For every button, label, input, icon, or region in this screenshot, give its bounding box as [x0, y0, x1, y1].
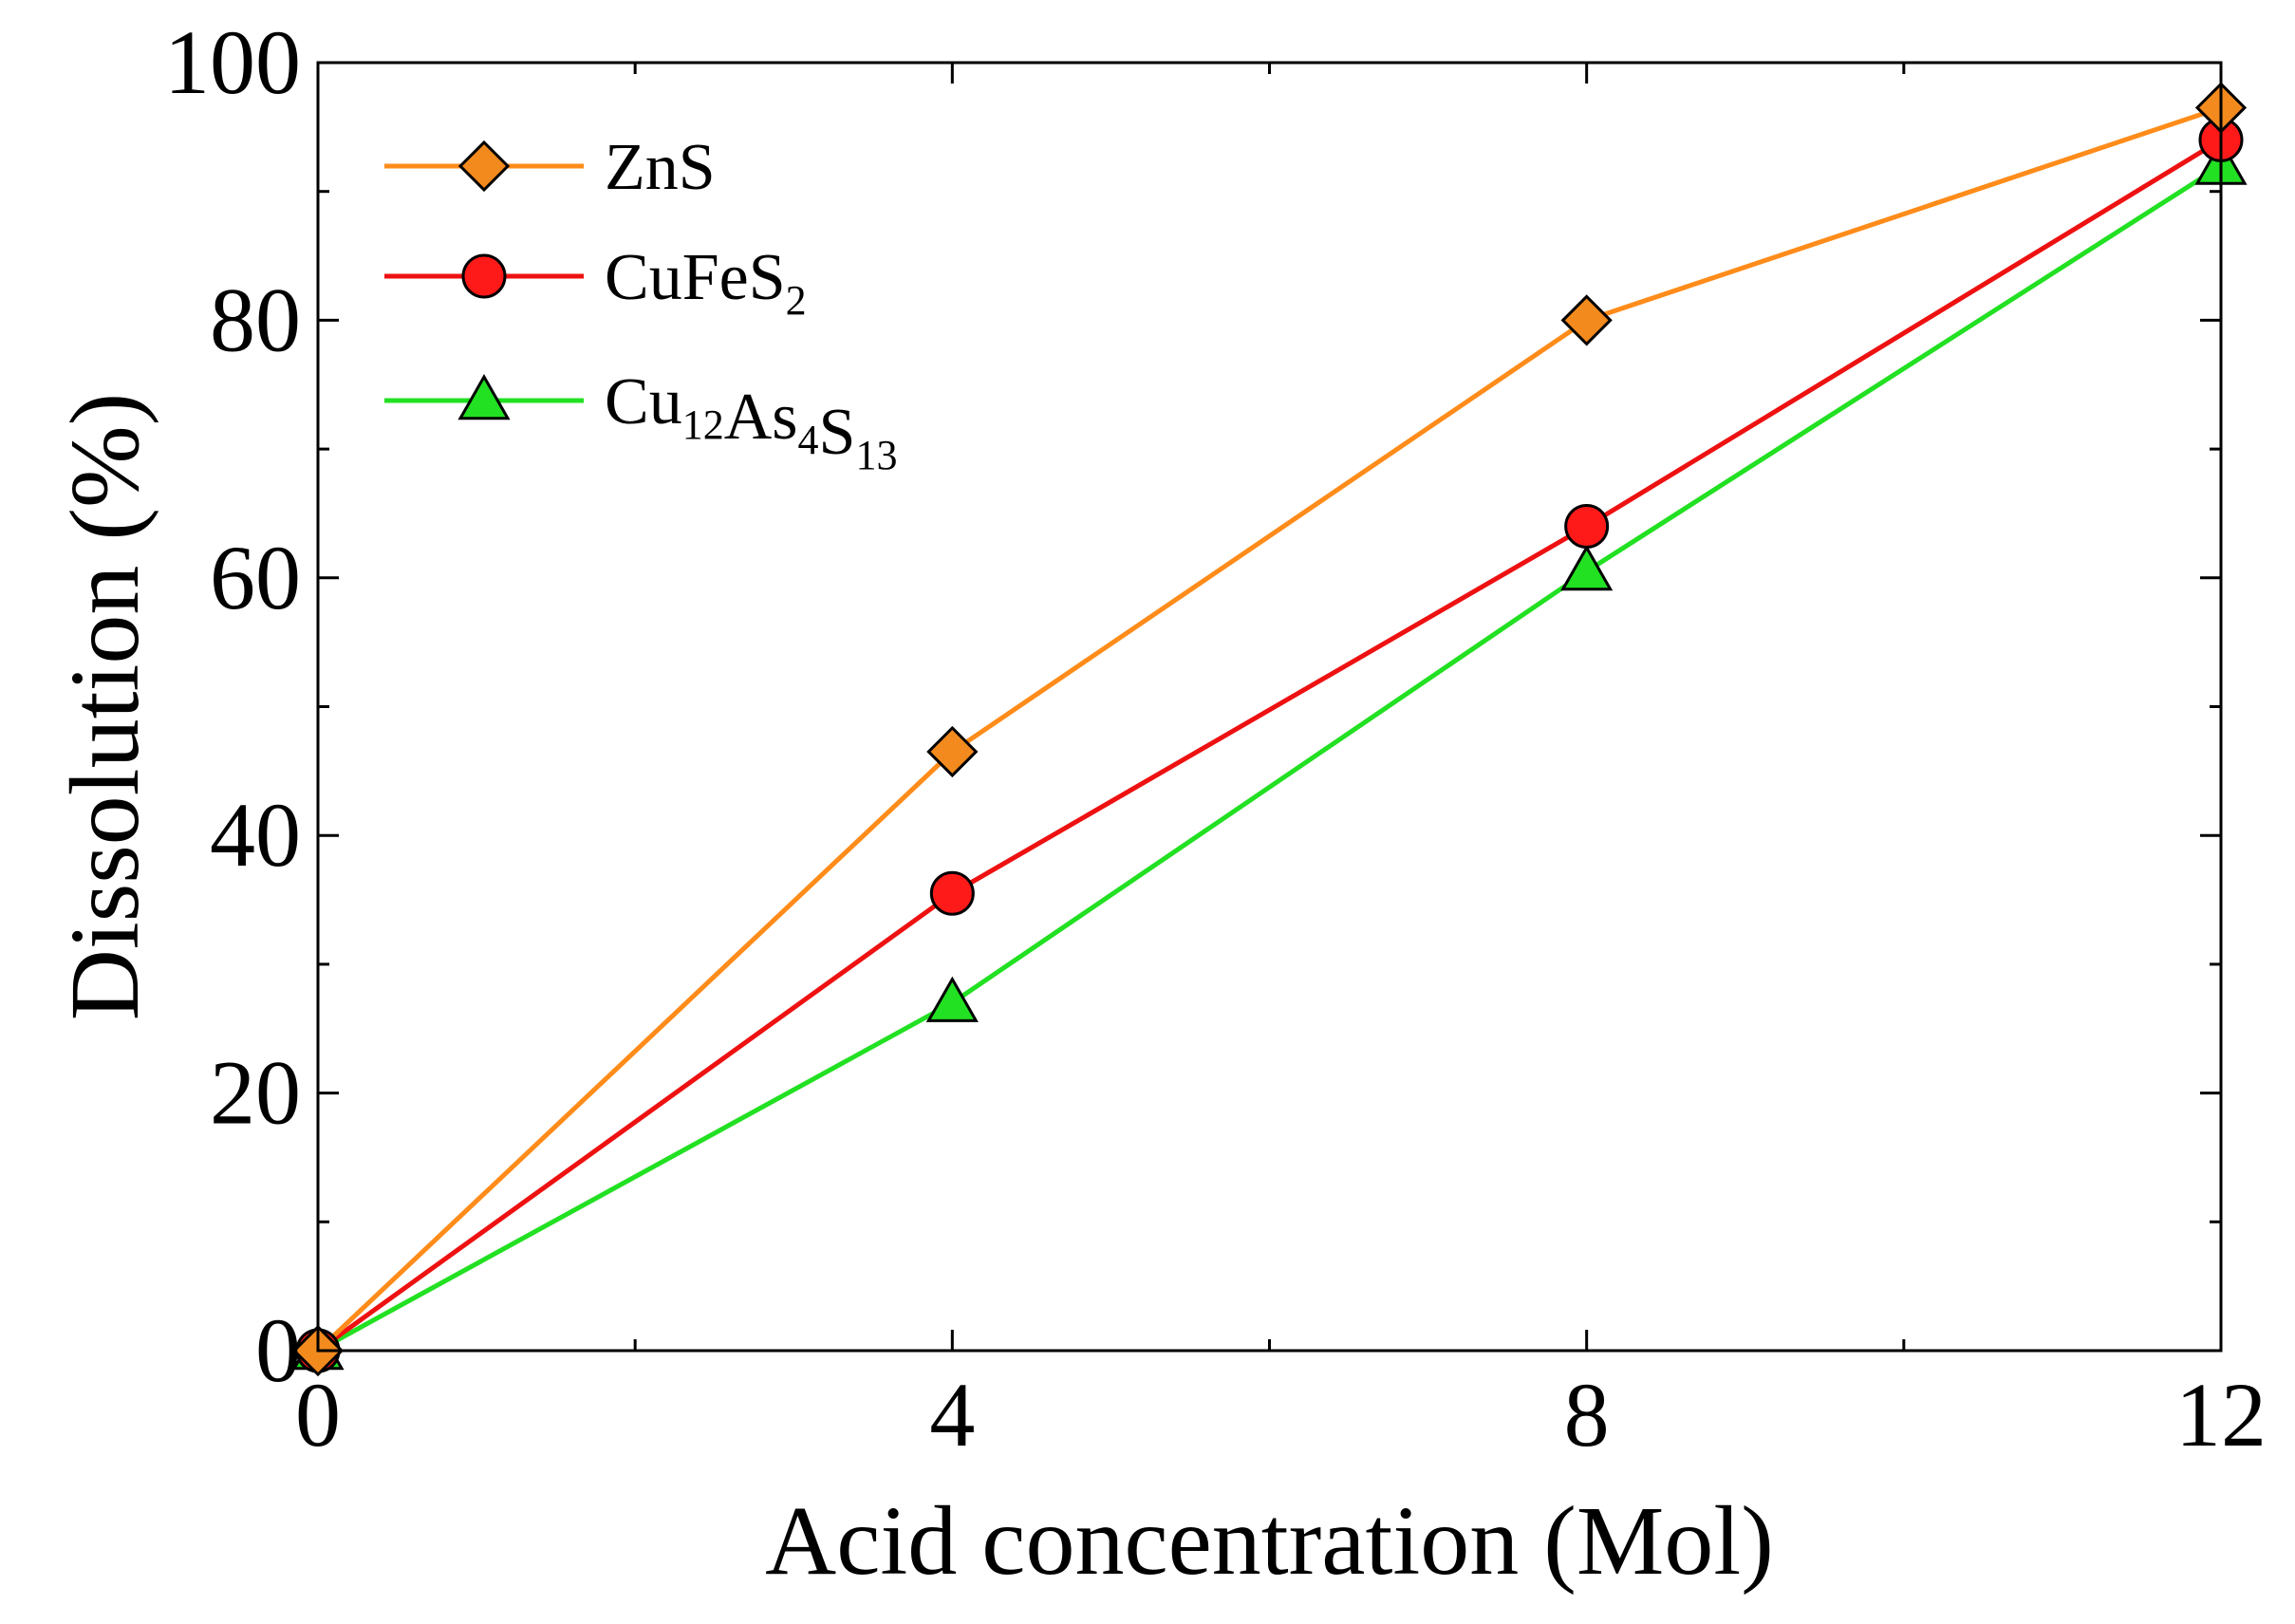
y-axis-title: Dissolution (%): [50, 393, 159, 1021]
legend-marker-cu12as4s13: [457, 373, 511, 420]
legend: ZnS CuFeS2 Cu12As4S13: [384, 131, 897, 478]
x-tick-label: 8: [1564, 1364, 1610, 1465]
y-tick-label: 80: [210, 269, 301, 370]
x-tick-label: 12: [2175, 1364, 2267, 1465]
legend-label-subscript: 4: [798, 417, 819, 463]
legend-label-cufes2: CuFeS2: [605, 241, 807, 324]
point-zns: [1560, 294, 1613, 346]
legend-label-text: As: [724, 381, 798, 454]
tick-marks: [316, 61, 2223, 1353]
x-tick-label: 0: [295, 1364, 341, 1465]
series-line-zns: [316, 105, 2222, 1353]
legend-label-zns: ZnS: [605, 131, 716, 204]
y-tick-label: 20: [210, 1042, 301, 1144]
legend-label-subscript: 2: [786, 277, 807, 324]
point-zns: [926, 725, 979, 778]
series-line-cu12as4s13: [316, 163, 2223, 1353]
y-tick-label: 40: [210, 784, 301, 886]
point-cufes2: [1564, 504, 1610, 550]
point-cu12as4s13: [1560, 544, 1614, 591]
legend-label-cu12as4s13: Cu12As4S13: [605, 365, 897, 478]
y-tick-label: 0: [255, 1299, 301, 1401]
y-tick-label: 100: [164, 11, 301, 113]
x-tick-label: 4: [929, 1364, 975, 1465]
plot-frame: [316, 61, 2223, 1353]
legend-label-subscript: 13: [855, 432, 897, 478]
legend-label-text: ZnS: [605, 131, 716, 204]
y-tick-label: 60: [210, 527, 301, 628]
legend-marker-cufes2: [461, 253, 507, 299]
x-axis-title: Acid concentration (Mol): [765, 1486, 1774, 1596]
series-line-cufes2: [316, 138, 2223, 1353]
legend-label-text: S: [819, 396, 856, 469]
legend-label-text: Cu: [605, 365, 682, 439]
legend-marker-zns: [457, 140, 511, 193]
tick-labels: 0 4 8 12 0 20 40 60 80 100: [164, 11, 2267, 1465]
point-cu12as4s13: [925, 976, 979, 1022]
point-cufes2: [929, 870, 975, 916]
data-series: [291, 82, 2248, 1377]
legend-label-text: CuFeS: [605, 241, 786, 314]
legend-label-subscript: 12: [682, 401, 724, 448]
